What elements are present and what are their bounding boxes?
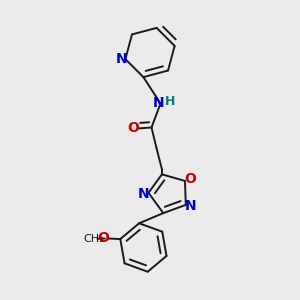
Text: N: N <box>185 200 197 213</box>
Text: O: O <box>127 122 139 135</box>
Text: O: O <box>97 232 109 245</box>
Text: CH₃: CH₃ <box>83 234 104 244</box>
Text: N: N <box>137 187 149 201</box>
Text: N: N <box>152 96 164 110</box>
Text: H: H <box>165 94 175 108</box>
Text: N: N <box>116 52 128 66</box>
Text: O: O <box>184 172 196 185</box>
